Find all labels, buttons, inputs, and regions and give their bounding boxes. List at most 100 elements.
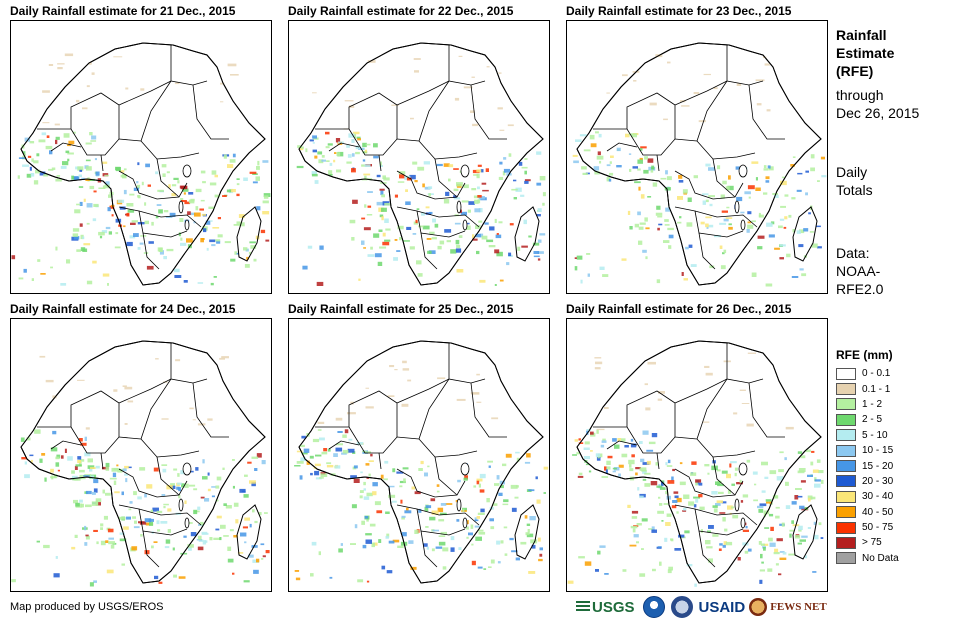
- rain-cell: [100, 527, 103, 530]
- rain-cell: [494, 249, 500, 254]
- rain-cell: [672, 500, 678, 503]
- rain-cell: [518, 161, 523, 166]
- rain-cell: [121, 491, 124, 496]
- rain-cell: [821, 175, 827, 178]
- rain-cell: [503, 526, 508, 529]
- rain-cell: [702, 193, 709, 196]
- rain-cell: [418, 468, 423, 471]
- rain-cell: [668, 234, 674, 239]
- rain-cell: [747, 352, 756, 354]
- rain-cell: [498, 492, 503, 496]
- rain-cell: [474, 525, 480, 528]
- fews-net-logo: FEWS NET: [749, 598, 827, 616]
- rain-cell: [659, 487, 666, 490]
- rain-cell: [740, 211, 745, 214]
- rain-cell: [496, 251, 503, 257]
- rain-cell: [657, 215, 663, 218]
- rain-cell: [166, 171, 170, 174]
- rain-cell: [342, 434, 347, 438]
- rain-cell: [683, 494, 690, 499]
- rain-cell: [728, 223, 732, 226]
- rain-cell: [475, 233, 481, 238]
- rain-cell: [89, 467, 93, 472]
- rain-cell: [197, 423, 206, 426]
- rain-cell: [503, 168, 510, 173]
- rain-cell: [681, 272, 684, 276]
- rain-cell: [219, 537, 222, 541]
- rain-cell: [102, 489, 105, 494]
- rain-cell: [312, 438, 320, 443]
- rain-cell: [362, 544, 367, 549]
- madagascar-outline: [236, 206, 262, 262]
- rain-cell: [638, 240, 643, 245]
- rain-cell: [216, 240, 221, 244]
- legend-label: 10 - 15: [862, 445, 894, 457]
- rain-cell: [477, 164, 482, 167]
- rain-cell: [597, 550, 601, 555]
- rain-cell: [163, 506, 166, 509]
- rain-cell: [542, 192, 546, 197]
- rain-cell: [631, 133, 637, 138]
- rain-cell: [498, 176, 504, 180]
- rain-cell: [153, 541, 158, 543]
- rain-cell: [427, 250, 432, 254]
- rain-cell: [133, 233, 139, 237]
- rain-cell: [521, 245, 528, 248]
- rain-cell: [627, 210, 631, 215]
- rain-cell: [765, 499, 772, 502]
- rain-cell: [724, 528, 728, 532]
- rain-cell: [96, 541, 99, 545]
- rain-cell: [33, 160, 39, 164]
- rain-cell: [80, 442, 87, 446]
- rain-cell: [702, 421, 710, 423]
- rain-cell: [366, 214, 373, 216]
- rain-cell: [385, 228, 391, 231]
- rain-cell: [673, 491, 679, 494]
- rain-cell: [314, 180, 319, 184]
- rain-cell: [796, 230, 801, 234]
- country-border: [694, 210, 744, 238]
- rain-cell: [211, 486, 216, 488]
- rain-cell: [432, 218, 436, 223]
- country-border: [418, 438, 478, 458]
- rain-cell: [719, 543, 723, 546]
- rain-cell: [235, 519, 239, 524]
- rain-cell: [195, 206, 199, 211]
- rain-cell: [808, 212, 811, 215]
- rain-cell: [121, 563, 125, 566]
- rain-cell: [471, 188, 477, 191]
- rain-cell: [446, 240, 451, 243]
- rain-cell: [386, 533, 390, 538]
- rain-cell: [377, 261, 383, 266]
- rain-cell: [367, 205, 372, 208]
- rain-cell: [805, 170, 809, 173]
- rain-cell: [83, 475, 90, 477]
- usaid-logo: USAID: [698, 598, 746, 616]
- rain-cell: [727, 489, 731, 494]
- rain-cell: [260, 229, 266, 234]
- rain-cell: [73, 236, 80, 240]
- rain-cell: [693, 496, 700, 499]
- rain-cell: [72, 131, 76, 134]
- rain-cell: [327, 143, 333, 146]
- country-border: [626, 426, 698, 454]
- rain-cell: [667, 459, 671, 464]
- rain-cell: [384, 218, 389, 223]
- madagascar-outline: [514, 206, 540, 262]
- rain-cell: [680, 100, 686, 103]
- rain-cell: [645, 227, 650, 230]
- rain-cell: [200, 238, 204, 243]
- rain-cell: [450, 547, 455, 552]
- rain-cell: [374, 253, 382, 258]
- rain-cell: [604, 466, 607, 471]
- rain-cell: [479, 233, 484, 238]
- rain-cell: [644, 383, 648, 386]
- rain-cell: [315, 477, 322, 480]
- rain-cell: [578, 438, 581, 441]
- rain-cell: [472, 123, 479, 127]
- rain-cell: [460, 211, 467, 216]
- rain-cell: [723, 541, 727, 545]
- rain-cell: [714, 235, 721, 238]
- rain-cell: [31, 278, 34, 281]
- rain-cell: [700, 529, 703, 533]
